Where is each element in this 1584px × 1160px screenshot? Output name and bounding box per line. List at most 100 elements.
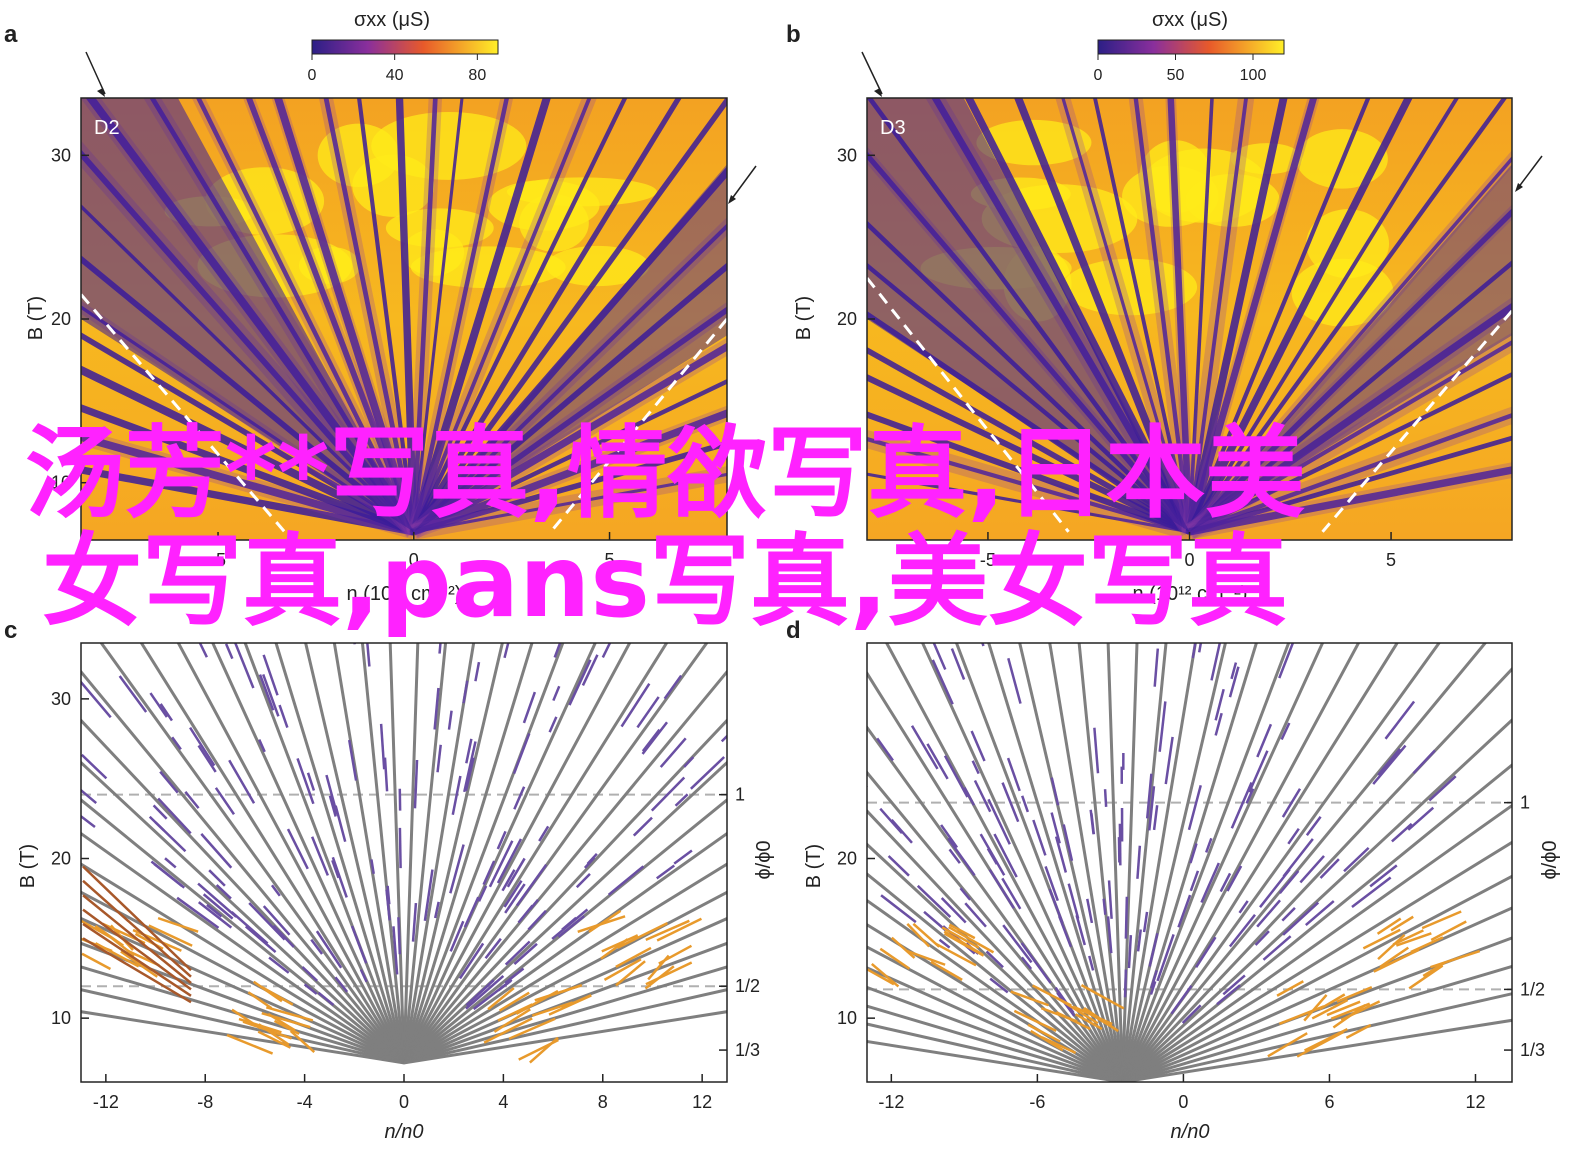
- fractal-segment-d-63: [1227, 643, 1230, 644]
- fractal-segment-c-126: [659, 737, 687, 768]
- fractal-segment-c-109: [262, 905, 291, 936]
- fractal-segment-d-86: [1256, 899, 1281, 928]
- fractal-segment-d-70: [1152, 805, 1159, 831]
- heatmap-halo-a-1: [81, 429, 416, 540]
- landau-fan-line-c-6: [81, 862, 405, 1065]
- xtick-label-d-3: 6: [1324, 1092, 1334, 1112]
- fractal-segment-c-33: [317, 991, 335, 1006]
- landau-fan-line-d-39: [1121, 906, 1512, 1082]
- fractal-segment-d-7: [1086, 898, 1094, 924]
- fractal-segment-d-61: [1050, 777, 1060, 806]
- landau-fan-line-d-16: [954, 643, 1124, 1082]
- fractal-segment-c-129: [258, 739, 266, 753]
- heatmap-minimum-b-24: [1187, 98, 1508, 534]
- landau-fan-line-d-23: [1121, 643, 1168, 1082]
- orange-segment-d-0-4: [948, 923, 976, 940]
- heatmap-minimum-a-19: [411, 98, 510, 533]
- heatmap-minimum-a-12: [245, 98, 417, 533]
- fractal-segment-c-98: [423, 869, 434, 922]
- fractal-segment-d-5: [887, 855, 910, 877]
- fractal-segment-d-59: [948, 848, 961, 864]
- fractal-segment-d-58: [1226, 865, 1243, 892]
- heatmap-minimum-b-12: [1014, 98, 1194, 534]
- fractal-segment-d-30: [1067, 883, 1080, 919]
- fractal-segment-c-67: [538, 825, 550, 842]
- heatmap-minimum-b-26: [1187, 208, 1512, 534]
- fractal-segment-c-44: [118, 675, 148, 713]
- orange-segment-c-0-12: [81, 952, 112, 971]
- fractal-segment-c-1: [620, 682, 651, 728]
- landau-fan-line-c-38: [403, 890, 727, 1065]
- fractal-segment-c-58: [720, 734, 727, 743]
- xtick-label-d-4: 12: [1465, 1092, 1485, 1112]
- orange-segment-d-0-5: [867, 967, 895, 986]
- y2label-d: ϕ/ϕ0: [1539, 840, 1561, 879]
- orange-segment-d-2-11: [1373, 948, 1420, 973]
- arrow-a2: [730, 165, 757, 201]
- landau-fan-line-d-37: [1121, 840, 1512, 1082]
- fractal-segment-d-14: [950, 648, 966, 680]
- landau-fan-line-c-14: [176, 643, 406, 1064]
- fractal-segment-d-77: [876, 737, 894, 762]
- heatmap-minimum-b-21: [1187, 98, 1371, 533]
- orange-segment-d-1-10: [1075, 1013, 1103, 1031]
- orange-segment-d-0-10: [906, 949, 946, 966]
- y2tick-label-c-1: 1/2: [735, 976, 760, 996]
- orange-segment-c-2-3: [603, 958, 642, 981]
- arrowhead-a1: [97, 88, 105, 97]
- orange-segment-c-3-13: [542, 984, 582, 999]
- guide-line-b-1: [1321, 309, 1512, 533]
- fractal-segment-c-82: [551, 908, 589, 940]
- heatmap-halo-a-21: [407, 98, 597, 535]
- fractal-segment-d-42: [1256, 723, 1273, 758]
- landau-fan-line-d-42: [1122, 992, 1512, 1082]
- fractal-segment-d-46: [867, 785, 869, 788]
- orange-segment-d-1-11: [1031, 984, 1072, 1007]
- fractal-segment-c-83: [359, 969, 368, 983]
- fractal-segment-d-124: [1058, 915, 1073, 948]
- fractal-segment-c-78: [379, 723, 386, 770]
- fractal-segment-d-31: [988, 868, 1015, 909]
- fractal-segment-c-110: [433, 901, 440, 919]
- colorbar-tick-label-b-2: 100: [1240, 67, 1267, 84]
- fractal-segment-c-95: [465, 738, 473, 764]
- xtick-label-b-1: 0: [1184, 550, 1194, 570]
- xtick-label-a-0: -5: [210, 550, 226, 570]
- fractal-segment-c-55: [607, 865, 645, 896]
- heatmap-halo-b-13: [1055, 98, 1197, 534]
- fractal-segment-d-135: [1228, 913, 1256, 948]
- ytick-label-c-2: 30: [51, 689, 71, 709]
- brown-segment-c-5: [82, 937, 192, 1004]
- xtick-label-d-0: -12: [878, 1092, 904, 1112]
- fractal-segment-c-132: [488, 840, 514, 888]
- ylabel-c: B (T): [17, 844, 39, 888]
- heatmap-minimum-b-25: [1188, 155, 1512, 533]
- fractal-segment-c-11: [513, 942, 538, 965]
- orange-segment-c-2-13: [600, 938, 629, 960]
- fractal-segment-c-8: [512, 733, 531, 774]
- fractal-segment-c-89: [496, 838, 523, 884]
- orange-segment-d-0-0: [879, 947, 911, 970]
- fractal-segment-d-115: [916, 884, 952, 918]
- xlabel-b: n (10¹² cm⁻²): [1133, 583, 1248, 605]
- fractal-segment-c-28: [474, 661, 481, 682]
- orange-segment-c-2-8: [645, 919, 690, 942]
- heatmap-minimum-a-2: [81, 404, 416, 536]
- xtick-label-d-2: 0: [1178, 1092, 1188, 1112]
- fractal-segment-c-114: [81, 753, 108, 780]
- orange-segment-c-3-8: [531, 1001, 574, 1017]
- orange-segment-d-3-11: [1276, 980, 1304, 997]
- fractal-segment-c-3: [278, 704, 289, 728]
- fractal-segment-d-64: [1238, 900, 1249, 914]
- fractal-segment-c-79: [224, 643, 234, 660]
- fractal-segment-c-77: [398, 827, 402, 869]
- orange-segment-d-2-0: [1362, 928, 1401, 950]
- orange-segment-c-0-8: [94, 924, 124, 947]
- fractal-segment-c-91: [202, 893, 234, 920]
- landau-fan-line-d-19: [1048, 643, 1125, 1082]
- orange-segment-d-3-12: [1311, 998, 1349, 1020]
- orange-segment-d-2-8: [1430, 920, 1467, 942]
- heatmap-halo-b-29: [1185, 332, 1512, 540]
- ytick-label-a-2: 30: [51, 145, 71, 165]
- landau-fan-line-d-32: [1121, 643, 1488, 1082]
